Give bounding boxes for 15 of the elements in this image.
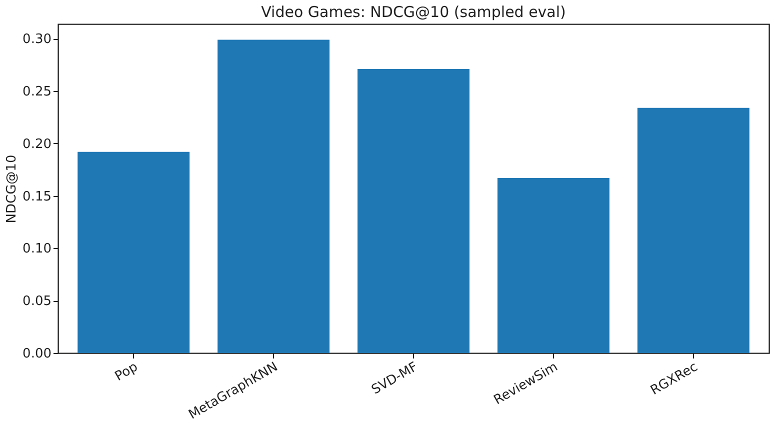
y-tick-label: 0.25 — [22, 84, 52, 100]
bar — [78, 152, 190, 353]
bar — [218, 40, 330, 353]
y-axis-title: NDCG@10 — [4, 154, 20, 224]
y-tick-label: 0.15 — [22, 189, 52, 204]
y-tick-label: 0.30 — [22, 32, 52, 48]
x-tick-label: Pop — [112, 360, 141, 384]
bar — [358, 69, 470, 353]
bar — [497, 178, 610, 353]
y-tick-label: 0.20 — [22, 136, 52, 152]
chart-title: Video Games: NDCG@10 (sampled eval) — [261, 3, 566, 21]
y-tick-label: 0.05 — [22, 294, 52, 310]
y-tick-label: 0.10 — [22, 242, 52, 257]
bar — [637, 108, 750, 353]
y-tick-label: 0.00 — [22, 346, 52, 362]
